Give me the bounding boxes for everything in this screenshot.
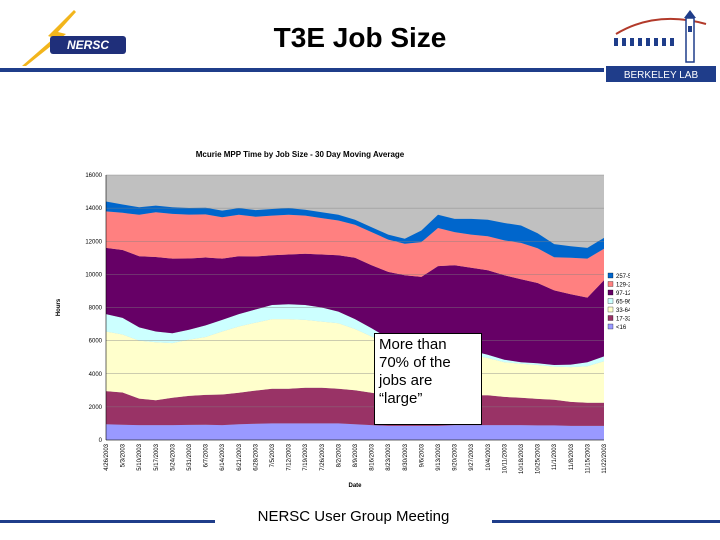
x-tick-label-24: 10/11/2003 (502, 443, 508, 473)
x-tick-label-10: 7/5/2003 (270, 443, 276, 467)
area-series-3 (106, 304, 604, 368)
x-axis-label: Date (348, 483, 362, 489)
x-tick-label-1: 5/3/2003 (121, 443, 127, 467)
x-tick-label-22: 9/27/2003 (469, 443, 475, 470)
nersc-badge (50, 36, 126, 54)
x-tick-label-11: 7/12/2003 (287, 443, 293, 470)
y-tick-label-3: 6000 (89, 339, 103, 345)
legend-label-1: 129-256 (616, 283, 630, 289)
legend-swatch-2 (607, 289, 614, 296)
legend-label-5: 17-32 (616, 317, 630, 323)
nersc-logo-text: NERSC (67, 38, 109, 52)
x-tick-label-28: 11/8/2003 (569, 443, 575, 470)
x-tick-label-30: 11/22/2003 (602, 443, 608, 473)
berkeley-lab-banner (606, 66, 716, 82)
legend-label-6: <16 (616, 325, 627, 331)
nersc-logo: NERSC (22, 10, 126, 66)
berkeley-lab-text: BERKELEY LAB (624, 70, 699, 81)
slide-title: T3E Job Size (273, 22, 447, 53)
x-tick-label-5: 5/31/2003 (187, 443, 193, 470)
y-tick-label-8: 16000 (85, 173, 102, 179)
legend-label-3: 65-96 (616, 300, 630, 306)
x-tick-label-20: 9/13/2003 (436, 443, 442, 470)
y-axis-label: Hours (56, 298, 62, 316)
chart-title: Mcurie MPP Time by Job Size - 30 Day Mov… (196, 150, 405, 159)
x-tick-label-18: 8/30/2003 (403, 443, 409, 470)
legend-swatch-3 (607, 298, 614, 304)
x-tick-label-4: 5/24/2003 (170, 443, 176, 470)
header-rule (0, 68, 604, 72)
legend-swatch-5 (607, 315, 614, 321)
x-tick-label-25: 10/18/2003 (519, 443, 525, 474)
legend-label-0: 257-512 (616, 274, 630, 280)
x-tick-label-17: 8/23/2003 (386, 443, 392, 470)
lightning-bolt-icon (22, 10, 76, 66)
hill-arc (615, 17, 707, 35)
footer-rule-right (492, 520, 720, 523)
x-tick-label-7: 6/14/2003 (220, 443, 226, 470)
x-tick-label-8: 6/21/2003 (237, 443, 243, 470)
x-tick-label-12: 7/19/2003 (303, 443, 309, 470)
y-tick-label-7: 14000 (85, 206, 102, 212)
x-tick-label-27: 11/1/2003 (552, 443, 558, 470)
x-tick-label-0: 4/26/2003 (104, 443, 110, 470)
y-tick-label-0: 0 (99, 438, 103, 444)
area-series-0 (106, 423, 604, 440)
x-tick-label-21: 9/20/2003 (453, 443, 459, 470)
area-series-5 (106, 211, 604, 298)
y-tick-label-6: 12000 (85, 239, 102, 245)
x-tick-label-6: 6/7/2003 (204, 443, 210, 467)
tower-icon (684, 10, 696, 63)
berkeley-lab-logo: BERKELEY LAB (606, 10, 716, 82)
area-series-6 (106, 201, 604, 259)
x-tick-label-29: 11/15/2003 (585, 443, 591, 473)
annotation-callout: More than 70% of the jobs are “large” (374, 333, 482, 425)
footer-rule-left (0, 520, 215, 523)
x-tick-label-2: 5/10/2003 (137, 443, 143, 470)
legend-swatch-4 (607, 306, 614, 313)
x-tick-label-14: 8/2/2003 (336, 443, 342, 467)
x-tick-label-15: 8/9/2003 (353, 443, 359, 467)
stacked-area-chart: Mcurie MPP Time by Job Size - 30 Day Mov… (56, 150, 630, 489)
legend-swatch-0 (607, 272, 614, 279)
x-tick-label-9: 6/28/2003 (253, 443, 259, 470)
legend-swatch-1 (607, 281, 614, 287)
y-tick-label-5: 10000 (85, 272, 102, 278)
x-tick-label-23: 10/4/2003 (486, 443, 492, 470)
x-tick-label-16: 8/16/2003 (370, 443, 376, 470)
legend-swatch-6 (607, 323, 614, 330)
y-tick-label-1: 2000 (89, 405, 103, 411)
x-tick-label-3: 5/17/2003 (154, 443, 160, 470)
legend-label-4: 33-64 (616, 308, 630, 314)
legend-label-2: 97-128 (616, 291, 630, 297)
y-tick-label-2: 4000 (89, 372, 103, 378)
x-tick-label-13: 7/26/2003 (320, 443, 326, 470)
x-tick-label-19: 9/6/2003 (419, 443, 425, 467)
x-tick-label-26: 10/25/2003 (536, 443, 542, 474)
y-tick-label-4: 8000 (89, 306, 103, 312)
building-icon (614, 38, 674, 46)
footer-text: NERSC User Group Meeting (257, 508, 450, 525)
